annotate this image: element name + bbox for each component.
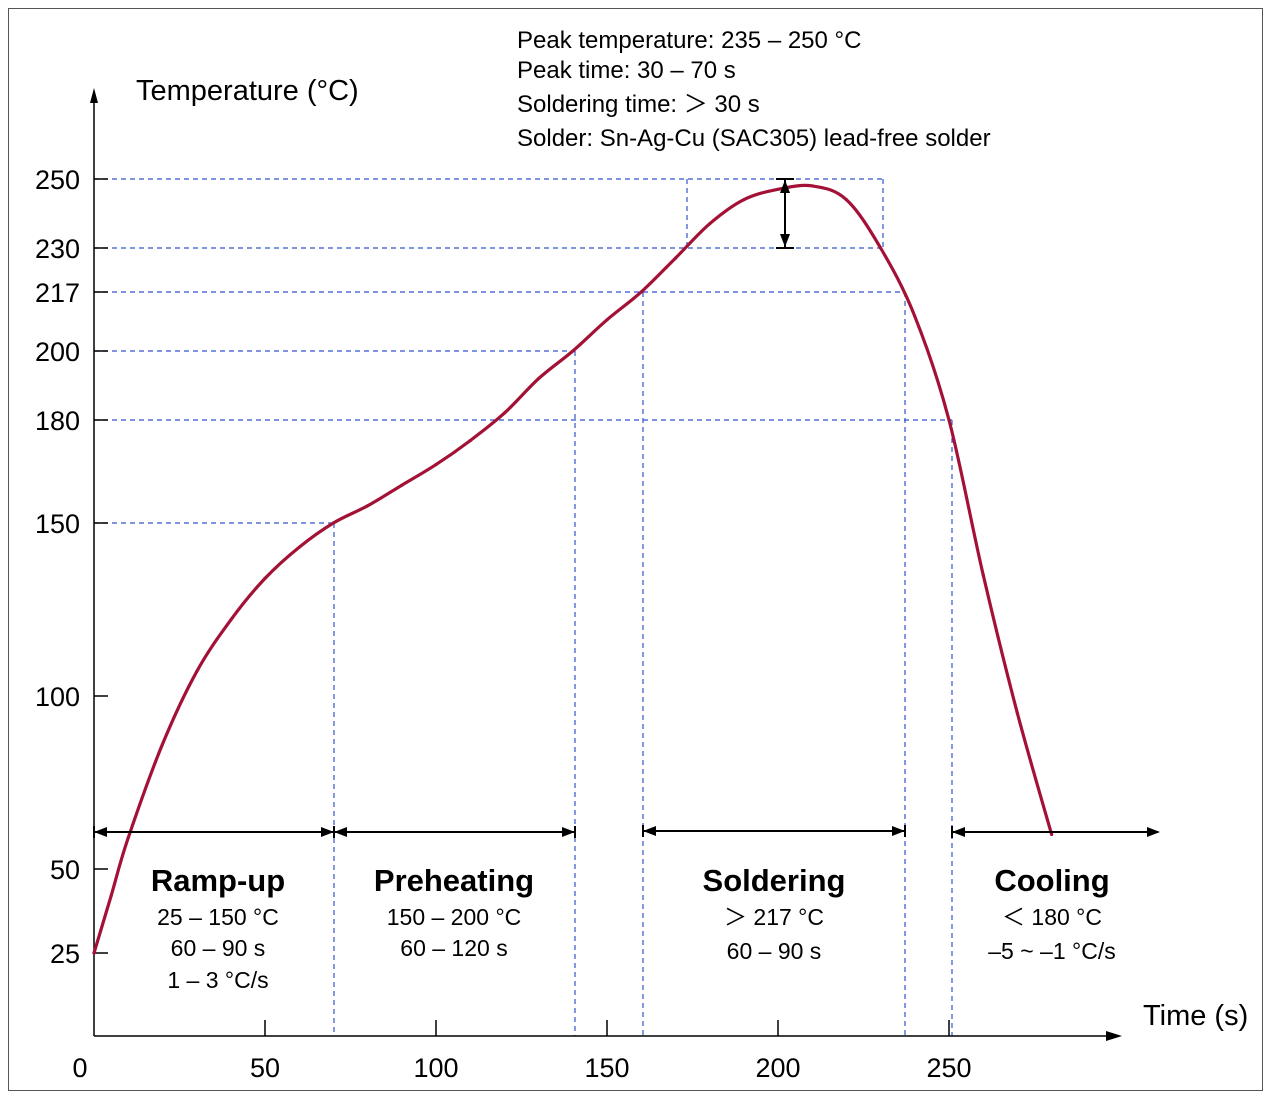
- arrow-preheating-right-head: [562, 827, 575, 837]
- x-axis-arrowhead: [1106, 1031, 1122, 1041]
- guide-lines: [94, 178, 953, 1036]
- y-tick-label-180: 180: [35, 406, 80, 436]
- curve-point-7: [297, 545, 301, 549]
- x-tick-label-250: 250: [926, 1053, 971, 1083]
- phase-ramp-up-title: Ramp-up: [151, 863, 285, 898]
- y-axis-title: Temperature (°C): [136, 75, 359, 107]
- curve-point-12: [468, 439, 472, 443]
- arrow-cooling-left-head: [952, 827, 965, 837]
- curve-point-8: [331, 521, 335, 525]
- curve-point-13: [502, 411, 506, 415]
- arrow-ramp-up-left-head: [94, 827, 107, 837]
- x-tick-label-100: 100: [413, 1053, 458, 1083]
- curve-point-23: [844, 198, 849, 202]
- curve-point-0: [92, 951, 96, 955]
- curve-point-3: [160, 742, 164, 747]
- y-tick-label-100: 100: [35, 682, 80, 712]
- x-axis-title: Time (s): [1143, 1000, 1248, 1032]
- curve-point-28: [1015, 711, 1020, 715]
- curve-point-5: [229, 618, 233, 622]
- curve-point-16: [605, 318, 609, 322]
- phase-soldering-title: Soldering: [703, 863, 846, 898]
- curve-point-27: [981, 573, 985, 577]
- y-tick-label-217: 217: [35, 278, 80, 308]
- curve-point-15: [571, 349, 575, 353]
- x-tick-label-50: 50: [250, 1053, 280, 1083]
- y-tick-label-200: 200: [35, 337, 80, 367]
- y-tick-label-25: 25: [50, 939, 80, 969]
- tick-labels: 0 50 100 150 200 250 25 50 100 150 180 200 217 230 250: [35, 165, 972, 1083]
- arrow-peak-top-head: [780, 180, 790, 193]
- curve-point-18: [673, 256, 678, 260]
- phase-soldering-line-2: 60 – 90 s: [727, 938, 822, 964]
- arrow-ramp-up-right-head: [321, 827, 334, 837]
- curve-layer: [92, 183, 1054, 955]
- arrow-preheating-left-head: [334, 827, 347, 837]
- curve-point-2: [126, 836, 130, 840]
- curve-point-14: [537, 377, 541, 381]
- curve-point-21: [776, 187, 780, 191]
- curve-point-9: [366, 504, 370, 508]
- note-peak-time: Peak time: 30 – 70 s: [517, 57, 736, 84]
- phase-preheating-title: Preheating: [374, 863, 534, 898]
- curve-point-24: [879, 246, 883, 250]
- x-tick-label-200: 200: [755, 1053, 800, 1083]
- arrow-cooling-right-head: [1147, 827, 1160, 837]
- note-solder: Solder: Sn-Ag-Cu (SAC305) lead-free sold…: [517, 125, 991, 152]
- phase-soldering-line-1: ＞ 217 °C: [724, 904, 824, 930]
- curve-point-19: [708, 222, 712, 226]
- curve-point-20: [742, 198, 746, 202]
- curve-point-26: [947, 418, 951, 422]
- y-tick-label-50: 50: [50, 855, 80, 885]
- curve-point-17: [639, 290, 643, 294]
- phase-preheating-line-2: 60 – 120 s: [400, 935, 507, 961]
- curve-point-1: [109, 894, 113, 898]
- note-soldering-time: Soldering time: ＞ 30 s: [517, 91, 760, 118]
- y-tick-label-230: 230: [35, 234, 80, 264]
- curve-point-11: [434, 463, 438, 467]
- phase-preheating-line-1: 150 – 200 °C: [387, 904, 522, 930]
- phase-ramp-up-line-1: 25 – 150 °C: [157, 904, 279, 930]
- phase-cooling-line-1: ＜ 180 °C: [1002, 904, 1102, 930]
- x-tick-label-0: 0: [72, 1053, 87, 1083]
- phase-ramp-up-line-3: 1 – 3 °C/s: [167, 967, 268, 993]
- arrow-soldering-left-head: [643, 826, 656, 836]
- note-peak-temperature: Peak temperature: 235 – 250 °C: [517, 27, 861, 54]
- y-tick-label-250: 250: [35, 165, 80, 195]
- phase-arrows: [93, 178, 1160, 838]
- curve-point-6: [263, 576, 267, 581]
- chart-frame: [8, 8, 1263, 1091]
- curve-point-4: [195, 670, 199, 674]
- axes: [90, 88, 1122, 1041]
- phase-cooling-line-2: –5 ~ –1 °C/s: [988, 938, 1115, 964]
- y-tick-label-150: 150: [35, 509, 80, 539]
- curve-point-10: [400, 483, 404, 487]
- curve-point-29: [1050, 832, 1054, 837]
- arrow-peak-bottom-head: [780, 234, 790, 247]
- curve-point-22: [810, 184, 814, 188]
- temperature-curve: [92, 183, 1054, 955]
- x-tick-label-150: 150: [584, 1053, 629, 1083]
- y-axis-arrowhead: [90, 88, 98, 103]
- curve-point-25: [913, 314, 917, 318]
- phase-cooling-title: Cooling: [994, 863, 1109, 898]
- arrow-soldering-right-head: [892, 826, 905, 836]
- phase-ramp-up-line-2: 60 – 90 s: [171, 935, 266, 961]
